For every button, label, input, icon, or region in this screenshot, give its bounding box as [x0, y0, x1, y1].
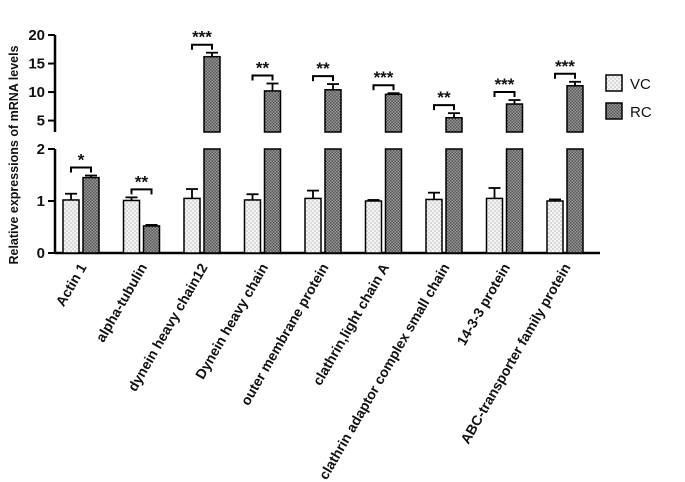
bar-vc	[62, 199, 80, 254]
y-tick-label: 5	[37, 113, 45, 130]
bar-rc-upper	[203, 55, 221, 133]
significance-label: *	[78, 151, 85, 170]
category-label: 14-3-3 protein	[453, 261, 513, 349]
bar-vc	[243, 199, 262, 254]
category-label: alpha-tubulin	[92, 261, 150, 345]
legend: VC RC	[605, 74, 652, 121]
significance-bracket	[312, 75, 334, 82]
bar-rc-lower	[263, 148, 282, 254]
significance-bracket	[191, 43, 213, 50]
bar-rc-lower	[384, 148, 403, 254]
y-tick-label: 20	[28, 27, 45, 44]
significance-label: **	[135, 172, 149, 191]
bar-rc-upper	[566, 85, 584, 133]
bar-vc	[304, 197, 322, 254]
bar-rc	[142, 225, 161, 254]
y-tick-label: 15	[28, 56, 45, 73]
category-label: ABC-transporter family protein	[457, 261, 574, 447]
bar-vc	[485, 197, 504, 254]
y-tick-label: 0	[37, 245, 45, 262]
bar-rc-upper	[445, 116, 463, 133]
bar-rc-lower	[566, 148, 584, 254]
bar-rc-lower	[324, 148, 342, 254]
y-tick-label: 2	[37, 141, 45, 158]
y-tick-label: 1	[37, 193, 45, 210]
significance-label: ***	[374, 68, 394, 87]
significance-label: **	[316, 59, 330, 78]
legend-label-vc: VC	[630, 76, 651, 93]
bar-rc-upper	[384, 93, 403, 133]
bar-vc	[364, 200, 383, 254]
significance-bracket	[554, 72, 576, 79]
legend-label-rc: RC	[630, 104, 652, 121]
bar-rc	[82, 176, 100, 254]
bar-rc-lower	[445, 148, 463, 254]
significance-label: ***	[192, 28, 212, 47]
y-tick-label: 10	[28, 84, 45, 101]
significance-bracket	[70, 166, 92, 173]
significance-bracket	[130, 188, 153, 195]
bar-vc	[183, 197, 201, 254]
category-label: Actin 1	[52, 260, 89, 309]
significance-label: **	[256, 59, 270, 78]
bar-rc-upper	[263, 90, 282, 133]
bar-rc-lower	[203, 148, 221, 254]
bar-vc	[546, 200, 564, 254]
significance-label: **	[437, 88, 451, 107]
bar-vc	[425, 198, 443, 254]
category-label: clathrin adaptor complex small chain	[315, 261, 452, 482]
significance-bracket	[433, 104, 455, 111]
legend-swatch-vc	[605, 74, 623, 92]
significance-bracket	[493, 91, 516, 98]
bar-vc	[122, 199, 141, 254]
significance-bracket	[372, 84, 395, 91]
significance-bracket	[251, 74, 274, 81]
significance-label: ***	[555, 57, 575, 76]
bar-rc-upper	[505, 103, 524, 133]
bar-rc-upper	[324, 89, 342, 133]
significance-label: ***	[495, 75, 515, 94]
y-axis-label: Relative expressions of mRNA levels	[7, 45, 21, 264]
bar-rc-lower	[505, 148, 524, 254]
legend-swatch-rc	[605, 102, 623, 120]
